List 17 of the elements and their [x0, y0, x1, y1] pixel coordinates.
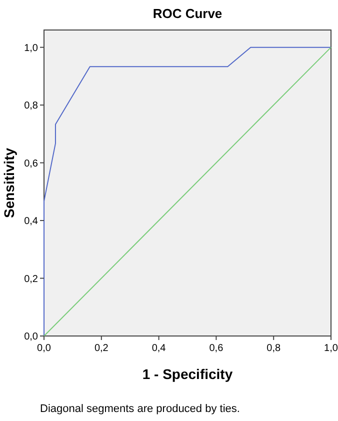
x-tick-label: 0,2: [94, 343, 109, 354]
y-tick-label: 0,6: [24, 158, 38, 170]
text: Diagonal segments are produced by ties.: [40, 403, 240, 415]
x-tick-label: 0,4: [152, 343, 166, 354]
y-tick-label: 0,4: [24, 216, 38, 228]
y-tick-label: 0,2: [24, 274, 38, 285]
x-tick-label: 0,6: [209, 343, 224, 354]
x-tick-label: 1,0: [324, 343, 338, 354]
y-axis-title: Sensitivity: [1, 148, 17, 218]
x-tick-label: 0,8: [266, 343, 281, 354]
chart-title: ROC Curve: [152, 6, 222, 21]
x-axis-title: 1 - Specificity: [142, 366, 233, 382]
y-tick-label: 1,0: [24, 42, 38, 54]
line-series: [44, 46, 332, 336]
x-tick-label: 0,0: [37, 343, 52, 354]
y-tick-label: 0,0: [24, 332, 38, 342]
y-tick-label: 0,8: [24, 100, 38, 112]
